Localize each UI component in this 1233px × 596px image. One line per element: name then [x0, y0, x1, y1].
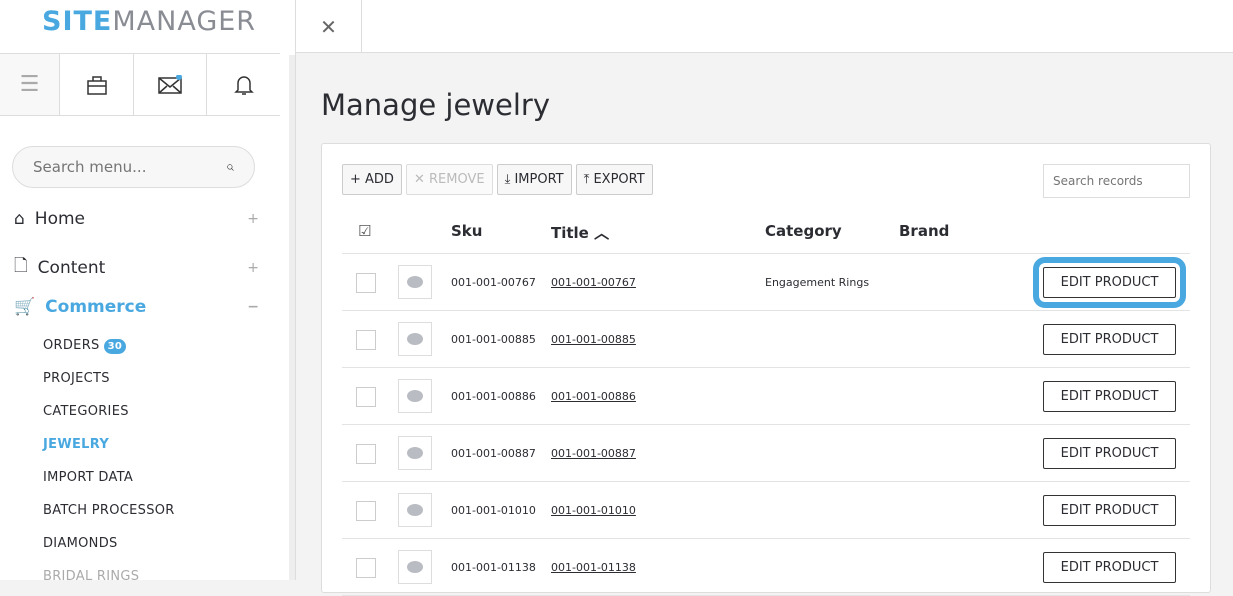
- sub-jewelry[interactable]: JEWELRY: [43, 437, 110, 452]
- row-checkbox[interactable]: [356, 273, 376, 293]
- edit-product-button[interactable]: EDIT PRODUCT: [1043, 438, 1176, 469]
- nav-commerce[interactable]: 🛒 Commerce −: [14, 297, 259, 317]
- sub-orders[interactable]: ORDERS 30: [43, 338, 127, 354]
- toolbar: + ADD ✕ REMOVE ⤓ IMPORT ⤒ EXPORT: [342, 164, 653, 195]
- sku-cell: 001-001-01010: [451, 504, 536, 517]
- sidebar: SITEMANAGER ☰ ⌂Home+ 🗋Content+ 🛒Commerce…: [0, 0, 296, 584]
- row-checkbox[interactable]: [356, 330, 376, 350]
- sub-diamonds[interactable]: DIAMONDS: [43, 536, 118, 551]
- sku-cell: 001-001-01138: [451, 561, 536, 574]
- column-title[interactable]: Title ︿: [551, 224, 610, 242]
- row-checkbox[interactable]: [356, 387, 376, 407]
- title-link[interactable]: 001-001-00885: [551, 333, 636, 346]
- title-link[interactable]: 001-001-00887: [551, 447, 636, 460]
- records-panel: + ADD ✕ REMOVE ⤓ IMPORT ⤒ EXPORT ☑ Sku T…: [321, 143, 1211, 596]
- product-thumbnail: [398, 436, 432, 470]
- import-button[interactable]: ⤓ IMPORT: [496, 164, 572, 195]
- sub-batch-processor[interactable]: BATCH PROCESSOR: [43, 503, 175, 518]
- sub-categories[interactable]: CATEGORIES: [43, 404, 129, 419]
- sku-cell: 001-001-00887: [451, 447, 536, 460]
- menu-search: [12, 146, 255, 188]
- icon-bar: ☰: [0, 53, 280, 116]
- sub-bridal-rings[interactable]: BRIDAL RINGS: [43, 569, 140, 584]
- sub-projects[interactable]: PROJECTS: [43, 371, 110, 386]
- bell-icon: [233, 75, 254, 95]
- expand-toggle[interactable]: +: [247, 211, 259, 227]
- title-link[interactable]: 001-001-01010: [551, 504, 636, 517]
- product-thumbnail: [398, 322, 432, 356]
- select-all-checkbox[interactable]: ☑: [358, 222, 372, 240]
- top-bar: ✕: [296, 0, 1233, 53]
- close-tab-button[interactable]: ✕: [296, 0, 362, 53]
- edit-product-button[interactable]: EDIT PRODUCT: [1043, 495, 1176, 526]
- cart-icon: 🛒: [14, 297, 36, 317]
- messages-button[interactable]: [134, 54, 207, 115]
- home-icon: ⌂: [14, 209, 25, 229]
- table-row: 001-001-01138 001-001-01138 EDIT PRODUCT: [342, 539, 1190, 596]
- export-button[interactable]: ⤒ EXPORT: [575, 164, 653, 195]
- column-brand[interactable]: Brand: [899, 222, 950, 240]
- mail-icon: [158, 74, 182, 94]
- page-title: Manage jewelry: [321, 88, 551, 122]
- column-category[interactable]: Category: [765, 222, 842, 240]
- nav-content[interactable]: 🗋 Content +: [14, 253, 259, 282]
- title-link[interactable]: 001-001-01138: [551, 561, 636, 574]
- column-sku[interactable]: Sku: [451, 222, 483, 240]
- collapse-toggle[interactable]: −: [247, 299, 259, 315]
- add-button[interactable]: + ADD: [342, 164, 402, 195]
- notifications-button[interactable]: [207, 54, 280, 115]
- table-row: 001-001-00886 001-001-00886 EDIT PRODUCT: [342, 368, 1190, 425]
- close-icon: ✕: [320, 14, 337, 39]
- menu-search-input[interactable]: [33, 158, 227, 176]
- expand-toggle[interactable]: +: [247, 259, 259, 276]
- edit-product-button[interactable]: EDIT PRODUCT: [1033, 257, 1186, 308]
- store-button[interactable]: [60, 54, 134, 115]
- sku-cell: 001-001-00767: [451, 276, 536, 289]
- row-checkbox[interactable]: [356, 558, 376, 578]
- logo[interactable]: SITEMANAGER: [42, 6, 257, 37]
- shopping-bag-icon: [86, 75, 107, 95]
- title-link[interactable]: 001-001-00767: [551, 276, 636, 289]
- search-icon[interactable]: [227, 159, 234, 176]
- nav-home[interactable]: ⌂ Home +: [14, 209, 259, 229]
- table-row: 001-001-00885 001-001-00885 EDIT PRODUCT: [342, 311, 1190, 368]
- product-thumbnail: [398, 550, 432, 584]
- table-row: 001-001-01010 001-001-01010 EDIT PRODUCT: [342, 482, 1190, 539]
- edit-product-button[interactable]: EDIT PRODUCT: [1043, 552, 1176, 583]
- product-thumbnail: [398, 493, 432, 527]
- category-cell: Engagement Rings: [765, 276, 870, 289]
- sku-cell: 001-001-00886: [451, 390, 536, 403]
- sub-import-data[interactable]: IMPORT DATA: [43, 470, 134, 485]
- table-row: 001-001-00887 001-001-00887 EDIT PRODUCT: [342, 425, 1190, 482]
- product-thumbnail: [398, 379, 432, 413]
- remove-button[interactable]: ✕ REMOVE: [405, 164, 493, 195]
- edit-product-button[interactable]: EDIT PRODUCT: [1043, 381, 1176, 412]
- header-divider: [342, 253, 1190, 254]
- row-checkbox[interactable]: [356, 501, 376, 521]
- orders-count-badge: 30: [103, 339, 127, 354]
- hamburger-icon: ☰: [19, 72, 40, 97]
- menu-button[interactable]: ☰: [0, 54, 60, 115]
- product-thumbnail: [398, 265, 432, 299]
- title-link[interactable]: 001-001-00886: [551, 390, 636, 403]
- row-checkbox[interactable]: [356, 444, 376, 464]
- sidebar-scrollbar[interactable]: [289, 55, 295, 580]
- document-icon: 🗋: [14, 256, 28, 276]
- edit-product-button[interactable]: EDIT PRODUCT: [1043, 324, 1176, 355]
- search-records-input[interactable]: [1043, 164, 1190, 198]
- sku-cell: 001-001-00885: [451, 333, 536, 346]
- table-row: 001-001-00767 001-001-00767 Engagement R…: [342, 254, 1190, 311]
